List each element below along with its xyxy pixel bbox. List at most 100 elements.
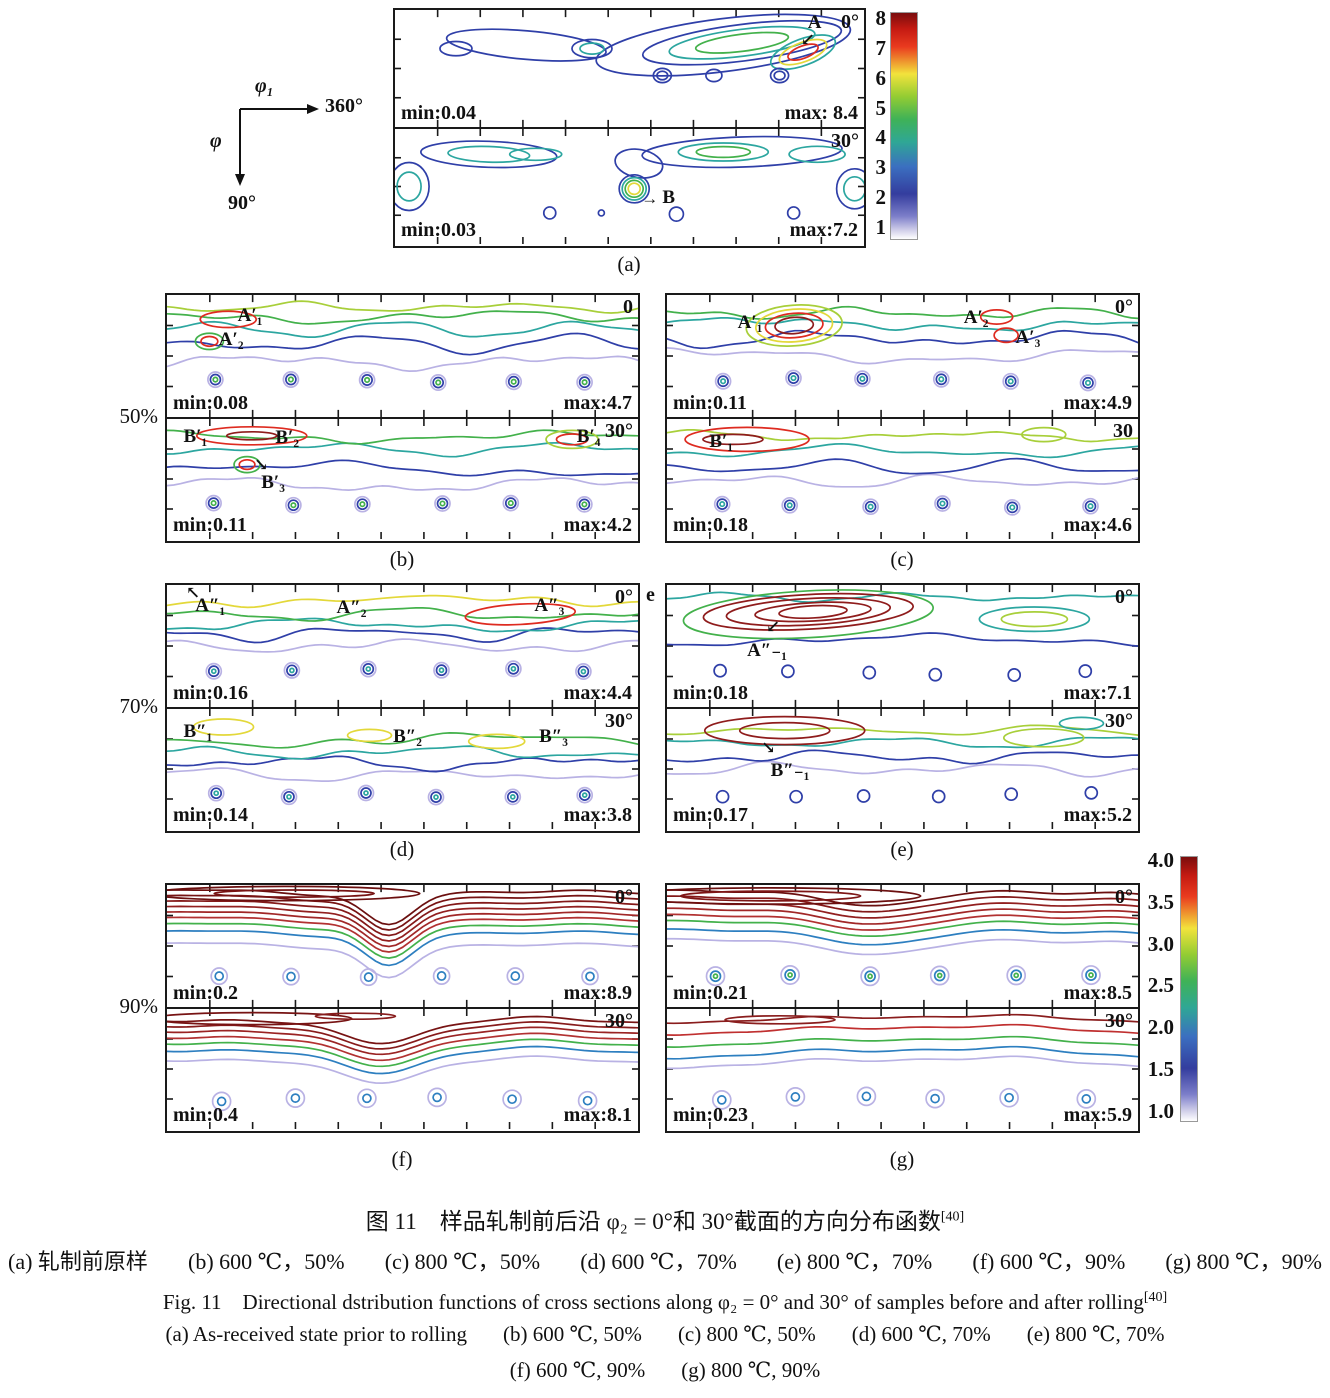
angle-label: 30° bbox=[605, 420, 633, 442]
max-value: max:8.5 bbox=[1063, 982, 1132, 1004]
panel-f-label: (f) bbox=[391, 1147, 413, 1171]
angle-label: 30° bbox=[1105, 1010, 1133, 1032]
caption-item: (g) 800 ℃, 90% bbox=[681, 1358, 821, 1382]
tick-label: 2.5 bbox=[1147, 973, 1174, 998]
min-value: min:0.21 bbox=[673, 982, 748, 1004]
peak-label: A′₂ bbox=[218, 329, 244, 351]
panel-d-label: (d) bbox=[389, 837, 415, 861]
panel-c: 0° min:0.11 max:4.9 A′₁ A′₂ A′₃ 30 min:0… bbox=[665, 293, 1140, 543]
min-value: min:0.17 bbox=[673, 804, 748, 826]
row-label-70: 70% bbox=[119, 694, 159, 718]
max-value: max:4.2 bbox=[563, 514, 632, 536]
peak-label: A′₂ bbox=[963, 307, 989, 329]
caption-item: (f) 600 ℃, 90% bbox=[509, 1358, 646, 1382]
panel-a-label: (a) bbox=[617, 252, 641, 276]
subpanel-g-30deg: 30° min:0.23 max:5.9 bbox=[667, 1007, 1138, 1129]
tick-label: 3.5 bbox=[1147, 889, 1174, 914]
colorbar-g bbox=[1180, 856, 1198, 1122]
subpanel-f-0deg: 0° min:0.2 max:8.9 bbox=[167, 885, 638, 1007]
min-value: min:0.18 bbox=[673, 514, 748, 536]
panel-e: 0° min:0.18 max:7.1 A″₋₁ ↙ 30° min:0.17 … bbox=[665, 583, 1140, 833]
annotation-arrow: → bbox=[641, 188, 659, 208]
tick-label: 4.0 bbox=[1147, 848, 1174, 872]
tick-label: 1 bbox=[875, 214, 887, 239]
min-value: min:0.08 bbox=[173, 392, 248, 414]
min-value: min:0.23 bbox=[673, 1104, 748, 1126]
tick-label: 5 bbox=[875, 95, 887, 120]
annotation-arrow: ↖ bbox=[185, 582, 201, 602]
peak-label: B′₁ bbox=[183, 426, 208, 448]
contour-plot-b-0deg bbox=[167, 295, 638, 417]
contour-plot-f-0deg bbox=[167, 885, 638, 1007]
contour-plot-c-30deg bbox=[667, 419, 1138, 539]
annotation-arrow: ↘ bbox=[254, 455, 269, 474]
caption-en-items-1: (a) As-received state prior to rolling (… bbox=[0, 1322, 1330, 1347]
contour-plot-f-30deg bbox=[167, 1009, 638, 1129]
contour-plot-g-30deg bbox=[667, 1009, 1138, 1129]
max-value: max:5.2 bbox=[1063, 804, 1132, 826]
caption-item: (d) 600 ℃, 70% bbox=[851, 1322, 991, 1346]
peak-label: B″₋₁ bbox=[770, 760, 810, 782]
contour-plot-d-30deg bbox=[167, 709, 638, 829]
axis-legend bbox=[235, 104, 319, 186]
min-value: min:0.18 bbox=[673, 682, 748, 704]
contour-plot-c-0deg bbox=[667, 295, 1138, 417]
caption-zh-title-text: 图 11 样品轧制前后沿 φ₂ = 0°和 30°截面的方向分布函数 bbox=[365, 1209, 941, 1234]
peak-label: B′₄ bbox=[576, 426, 601, 448]
peak-label: B bbox=[662, 186, 676, 208]
tick-label: 1.0 bbox=[1147, 1098, 1174, 1123]
contour-plot-a-30deg bbox=[395, 129, 864, 244]
min-value: min:0.11 bbox=[673, 392, 747, 414]
tick-label: 3 bbox=[875, 155, 887, 180]
panel-d: 0° min:0.16 max:4.4 A″₁ ↖ A″₂ A″₃ 30° mi… bbox=[165, 583, 640, 833]
subpanel-c-30deg: 30 min:0.18 max:4.6 B′₁ bbox=[667, 417, 1138, 539]
min-value: min:0.04 bbox=[401, 102, 476, 124]
angle-label: 0° bbox=[1115, 886, 1133, 908]
max-value: max:4.6 bbox=[1063, 514, 1132, 536]
peak-label: A″₂ bbox=[336, 597, 367, 619]
peak-label: B′₂ bbox=[275, 427, 300, 449]
peak-label: A′₁ bbox=[737, 312, 763, 334]
subpanel-f-30deg: 30° min:0.4 max:8.1 bbox=[167, 1007, 638, 1129]
tick-label: 4 bbox=[875, 125, 887, 150]
angle-label: 0° bbox=[1115, 586, 1133, 608]
peak-label: B″₁ bbox=[183, 721, 213, 742]
peak-label: A″₋₁ bbox=[747, 639, 788, 661]
angle-label: 30° bbox=[605, 1010, 633, 1032]
subpanel-d-0deg: 0° min:0.16 max:4.4 A″₁ ↖ A″₂ A″₃ bbox=[167, 582, 638, 707]
caption-item: (c) 800 ℃, 50% bbox=[677, 1322, 816, 1346]
peak-label: B′₃ bbox=[261, 471, 285, 493]
max-value: max:4.9 bbox=[1063, 392, 1132, 414]
subpanel-e-30deg: 30° min:0.17 max:5.2 B″₋₁ ↘ bbox=[667, 707, 1138, 829]
caption-en-title-text: Fig. 11 Directional dstribution function… bbox=[162, 1290, 1144, 1314]
caption-item: (g) 800 ℃，90% bbox=[1165, 1249, 1322, 1274]
angle-label: 0° bbox=[615, 586, 633, 608]
annotation-arrow: ↙ bbox=[765, 616, 781, 636]
max-value: max:8.9 bbox=[563, 982, 632, 1004]
min-value: min:0.11 bbox=[173, 514, 247, 536]
colorbar-a bbox=[890, 12, 918, 240]
phi-axis-label: φ bbox=[210, 130, 222, 152]
caption-item: (c) 800 ℃，50% bbox=[384, 1249, 541, 1274]
peak-label: A′₁ bbox=[237, 304, 263, 326]
max-value: max:4.7 bbox=[563, 392, 632, 414]
reference-sup: [40] bbox=[940, 1209, 965, 1225]
peak-label: A bbox=[807, 12, 822, 34]
caption-item: (e) 800 ℃，70% bbox=[776, 1249, 933, 1274]
tick-label: 8 bbox=[875, 6, 887, 30]
max-value: max:8.1 bbox=[563, 1104, 632, 1126]
panel-e-label: (e) bbox=[890, 837, 914, 861]
row-label-50: 50% bbox=[119, 404, 159, 428]
panel-c-label: (c) bbox=[890, 547, 914, 571]
subpanel-a-0deg: 0° min:0.04 max: 8.4 A ↙ bbox=[395, 10, 864, 127]
tick-label: 2.0 bbox=[1147, 1015, 1174, 1040]
angle-label: 0° bbox=[841, 11, 859, 33]
caption-item: (f) 600 ℃，90% bbox=[972, 1249, 1126, 1274]
tick-label: 1.5 bbox=[1147, 1057, 1174, 1082]
min-value: min:0.14 bbox=[173, 804, 248, 826]
max-value: max:7.1 bbox=[1063, 682, 1132, 704]
colorbar-g-ticks: 4.0 3.5 3.0 2.5 2.0 1.5 1.0 bbox=[1128, 848, 1174, 1124]
angle-label: 30° bbox=[605, 710, 633, 732]
angle-label: 30 bbox=[1113, 420, 1133, 442]
subpanel-d-30deg: 30° min:0.14 max:3.8 B″₁ B″₂ B″₃ bbox=[167, 707, 638, 829]
